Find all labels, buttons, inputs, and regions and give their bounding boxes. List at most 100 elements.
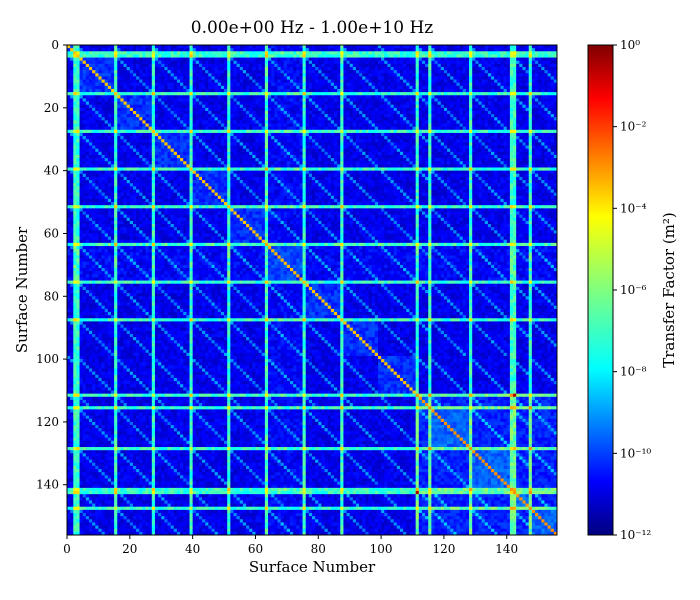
- heatmap-cell: [124, 86, 127, 89]
- heatmap-cell: [70, 127, 73, 130]
- heatmap-cell: [155, 130, 158, 133]
- heatmap-cell: [384, 80, 387, 83]
- heatmap-cell: [453, 117, 456, 120]
- heatmap-cell: [284, 61, 287, 64]
- heatmap-cell: [240, 86, 243, 89]
- heatmap-cell: [343, 70, 346, 73]
- heatmap-cell: [67, 89, 70, 92]
- heatmap-cell: [139, 76, 142, 79]
- heatmap-cell: [394, 70, 397, 73]
- heatmap-cell: [428, 45, 431, 48]
- heatmap-cell: [249, 86, 252, 89]
- heatmap-cell: [450, 142, 453, 145]
- heatmap-cell: [463, 51, 466, 54]
- heatmap-cell: [136, 89, 139, 92]
- heatmap-cell: [190, 73, 193, 76]
- heatmap-cell: [161, 133, 164, 136]
- heatmap-cell: [365, 64, 368, 67]
- heatmap-cell: [469, 98, 472, 101]
- heatmap-cell: [133, 64, 136, 67]
- heatmap-cell: [460, 86, 463, 89]
- heatmap-cell: [95, 111, 98, 114]
- heatmap-cell: [211, 95, 214, 98]
- heatmap-cell: [522, 130, 525, 133]
- heatmap-cell: [146, 95, 149, 98]
- heatmap-cell: [519, 108, 522, 111]
- heatmap-cell: [548, 120, 551, 123]
- heatmap-cell: [381, 108, 384, 111]
- heatmap-cell: [482, 117, 485, 120]
- heatmap-cell: [227, 64, 230, 67]
- heatmap-cell: [532, 54, 535, 57]
- heatmap-cell: [259, 70, 262, 73]
- heatmap-cell: [83, 92, 86, 95]
- heatmap-cell: [463, 83, 466, 86]
- heatmap-cell: [400, 111, 403, 114]
- heatmap-cell: [230, 51, 233, 54]
- heatmap-cell: [259, 111, 262, 114]
- heatmap-cell: [237, 67, 240, 70]
- heatmap-cell: [205, 76, 208, 79]
- heatmap-cell: [180, 95, 183, 98]
- heatmap-cell: [478, 114, 481, 117]
- heatmap-cell: [202, 73, 205, 76]
- heatmap-cell: [488, 45, 491, 48]
- heatmap-cell: [416, 108, 419, 111]
- heatmap-cell: [303, 120, 306, 123]
- heatmap-cell: [541, 130, 544, 133]
- heatmap-cell: [447, 117, 450, 120]
- heatmap-cell: [497, 86, 500, 89]
- heatmap-cell: [356, 142, 359, 145]
- heatmap-cell: [171, 120, 174, 123]
- heatmap-cell: [387, 76, 390, 79]
- heatmap-cell: [406, 139, 409, 142]
- heatmap-cell: [431, 98, 434, 101]
- heatmap-cell: [237, 61, 240, 64]
- heatmap-cell: [494, 92, 497, 95]
- heatmap-cell: [519, 95, 522, 98]
- heatmap-cell: [265, 139, 268, 142]
- heatmap-cell: [353, 105, 356, 108]
- heatmap-cell: [133, 130, 136, 133]
- heatmap-cell: [158, 139, 161, 142]
- heatmap-cell: [450, 83, 453, 86]
- heatmap-cell: [240, 142, 243, 145]
- heatmap-cell: [425, 48, 428, 51]
- heatmap-cell: [287, 58, 290, 61]
- heatmap-cell: [500, 64, 503, 67]
- heatmap-cell: [102, 133, 105, 136]
- heatmap-cell: [139, 111, 142, 114]
- heatmap-cell: [130, 98, 133, 101]
- heatmap-cell: [152, 92, 155, 95]
- heatmap-cell: [431, 83, 434, 86]
- heatmap-cell: [83, 67, 86, 70]
- heatmap-cell: [124, 54, 127, 57]
- heatmap-cell: [409, 127, 412, 130]
- heatmap-cell: [164, 83, 167, 86]
- heatmap-cell: [425, 67, 428, 70]
- heatmap-cell: [309, 98, 312, 101]
- heatmap-cell: [526, 136, 529, 139]
- heatmap-cell: [397, 114, 400, 117]
- heatmap-cell: [158, 64, 161, 67]
- heatmap-cell: [102, 51, 105, 54]
- heatmap-cell: [73, 45, 76, 48]
- heatmap-cell: [504, 58, 507, 61]
- heatmap-cell: [456, 76, 459, 79]
- heatmap-cell: [334, 127, 337, 130]
- heatmap-cell: [233, 83, 236, 86]
- heatmap-cell: [460, 54, 463, 57]
- heatmap-cell: [472, 61, 475, 64]
- heatmap-cell: [252, 136, 255, 139]
- heatmap-cell: [397, 64, 400, 67]
- heatmap-cell: [416, 133, 419, 136]
- heatmap-cell: [413, 139, 416, 142]
- heatmap-cell: [500, 111, 503, 114]
- heatmap-cell: [164, 136, 167, 139]
- heatmap-cell: [186, 64, 189, 67]
- heatmap-cell: [171, 64, 174, 67]
- heatmap-cell: [466, 76, 469, 79]
- heatmap-cell: [428, 130, 431, 133]
- heatmap-cell: [416, 61, 419, 64]
- heatmap-cell: [551, 120, 554, 123]
